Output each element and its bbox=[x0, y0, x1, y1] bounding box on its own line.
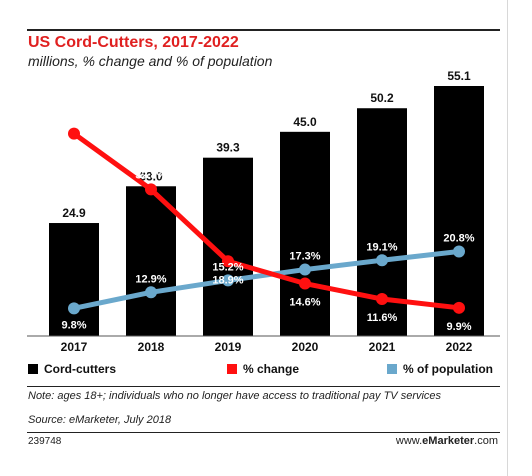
change-point-2020 bbox=[299, 277, 311, 290]
x-tick-2018: 2018 bbox=[138, 340, 165, 354]
population-label-2022: 20.8% bbox=[443, 232, 474, 244]
change-label-2020: 14.6% bbox=[289, 297, 320, 309]
bar-2018 bbox=[126, 186, 176, 336]
bar-2017 bbox=[49, 223, 99, 336]
footer-divider bbox=[27, 432, 500, 433]
bar-label-2017: 24.9 bbox=[62, 206, 86, 220]
note-divider bbox=[27, 386, 500, 387]
x-tick-2020: 2020 bbox=[292, 340, 319, 354]
chart-source: Source: eMarketer, July 2018 bbox=[28, 414, 172, 426]
brand-credit: www.eMarketer.com bbox=[396, 435, 498, 447]
change-line bbox=[71, 131, 462, 311]
change-label-2021: 11.6% bbox=[367, 312, 398, 324]
chart-note: Note: ages 18+; individuals who no longe… bbox=[28, 390, 442, 402]
chart-plot: 24.9 2017 33.0 2018 39.3 2019 45.0 2020 50.2 2021… bbox=[27, 69, 500, 354]
legend-label-pct-change: % change bbox=[243, 362, 300, 376]
population-label-2017: 9.8% bbox=[61, 319, 86, 331]
brand-suffix: .com bbox=[474, 435, 498, 447]
legend-label-pct-population: % of population bbox=[403, 362, 493, 376]
population-point-2018 bbox=[145, 286, 157, 299]
bar-label-2022: 55.1 bbox=[447, 69, 471, 83]
legend-item-pct-population: % of population bbox=[387, 362, 493, 376]
legend-swatch-pct-population bbox=[387, 364, 397, 374]
population-point-2021 bbox=[376, 254, 388, 267]
brand-name: eMarketer bbox=[422, 435, 475, 447]
brand-prefix: www. bbox=[395, 435, 423, 447]
x-tick-2017: 2017 bbox=[61, 340, 88, 354]
panel-edge bbox=[507, 0, 508, 476]
change-point-2022 bbox=[453, 301, 465, 314]
legend-item-cord-cutters: Cord-cutters bbox=[28, 362, 116, 376]
population-point-2017 bbox=[68, 302, 80, 315]
legend-swatch-pct-change bbox=[227, 364, 237, 374]
population-point-2019 bbox=[222, 274, 234, 287]
change-label-2018: 32.8% bbox=[135, 169, 166, 181]
bar-label-2020: 45.0 bbox=[293, 115, 317, 129]
change-label-2022: 9.9% bbox=[446, 321, 471, 333]
change-label-2017: 43.6% bbox=[58, 114, 89, 126]
chart-id: 239748 bbox=[28, 436, 62, 447]
population-label-2020: 17.3% bbox=[289, 251, 320, 263]
population-point-2020 bbox=[299, 263, 311, 276]
change-point-2018 bbox=[145, 183, 157, 196]
bar-label-2019: 39.3 bbox=[216, 141, 240, 155]
legend-label-cord-cutters: Cord-cutters bbox=[44, 362, 117, 376]
x-tick-2019: 2019 bbox=[215, 340, 242, 354]
legend-item-pct-change: % change bbox=[227, 362, 299, 376]
bar-2022 bbox=[434, 86, 484, 336]
x-tick-2021: 2021 bbox=[369, 340, 396, 354]
change-label-2019: 18.9% bbox=[212, 274, 243, 286]
bar-label-2021: 50.2 bbox=[370, 91, 394, 105]
chart-title: US Cord-Cutters, 2017-2022 bbox=[28, 34, 239, 51]
population-point-2022 bbox=[453, 245, 465, 258]
population-label-2021: 19.1% bbox=[366, 241, 397, 253]
change-point-2021 bbox=[376, 293, 388, 306]
change-point-2017 bbox=[68, 127, 80, 140]
chart-subtitle: millions, % change and % of population bbox=[28, 53, 273, 69]
change-point-2019 bbox=[222, 255, 234, 268]
population-label-2018: 12.9% bbox=[135, 273, 166, 285]
population-label-2019: 15.2% bbox=[212, 261, 243, 273]
title-rule bbox=[27, 29, 500, 31]
bar-label-2018: 33.0 bbox=[139, 169, 163, 183]
x-tick-2022: 2022 bbox=[446, 340, 473, 354]
legend-swatch-cord-cutters bbox=[28, 364, 38, 374]
bar-2020 bbox=[280, 131, 330, 336]
chart-legend: Cord-cutters % change % of population bbox=[0, 362, 532, 378]
